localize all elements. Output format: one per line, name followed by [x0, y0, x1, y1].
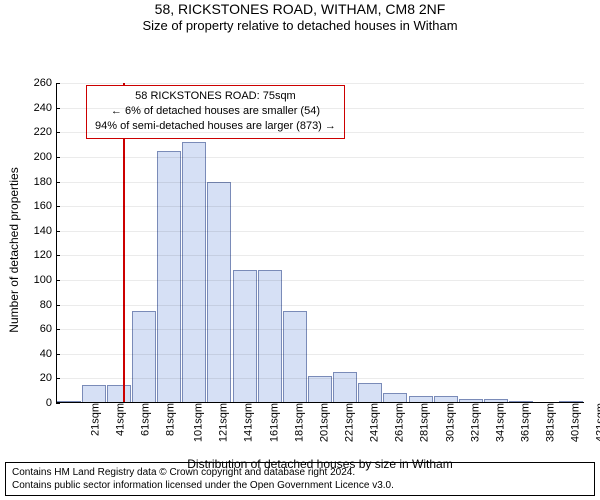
x-tick-label: 101sqm — [189, 403, 205, 442]
histogram-bar — [333, 372, 357, 403]
x-tick-label: 161sqm — [264, 403, 280, 442]
x-tick-label: 261sqm — [390, 403, 406, 442]
grid-line — [56, 132, 584, 133]
grid-line — [56, 83, 584, 84]
y-tick-label: 140 — [34, 225, 56, 237]
x-tick-label: 401sqm — [566, 403, 582, 442]
x-tick-label: 201sqm — [314, 403, 330, 442]
x-tick-label: 21sqm — [85, 403, 101, 436]
x-tick-label: 241sqm — [365, 403, 381, 442]
x-tick-label: 181sqm — [289, 403, 305, 442]
grid-line — [56, 206, 584, 207]
x-tick-label: 81sqm — [161, 403, 177, 436]
histogram-bar — [358, 383, 382, 403]
y-axis-label: Number of detached properties — [7, 167, 21, 332]
y-tick-label: 120 — [34, 249, 56, 261]
histogram-bar — [233, 270, 257, 403]
x-tick-label: 121sqm — [214, 403, 230, 442]
histogram-bar — [132, 311, 156, 403]
histogram-bar — [107, 385, 131, 403]
y-tick-label: 220 — [34, 126, 56, 138]
info-box: 58 RICKSTONES ROAD: 75sqm ← 6% of detach… — [86, 85, 345, 139]
y-tick-label: 260 — [34, 77, 56, 89]
info-line-2: ← 6% of detached houses are smaller (54) — [95, 104, 336, 119]
info-line-1: 58 RICKSTONES ROAD: 75sqm — [95, 89, 336, 104]
grid-line — [56, 305, 584, 306]
y-tick-label: 20 — [40, 372, 56, 384]
histogram-bar — [207, 182, 231, 404]
histogram-bar — [157, 151, 181, 403]
y-axis — [56, 83, 57, 403]
y-tick-label: 60 — [40, 323, 56, 335]
x-tick-label: 281sqm — [415, 403, 431, 442]
grid-line — [56, 329, 584, 330]
x-tick-label: 321sqm — [465, 403, 481, 442]
grid-line — [56, 255, 584, 256]
x-tick-label: 301sqm — [440, 403, 456, 442]
x-tick-label: 341sqm — [490, 403, 506, 442]
x-tick-label: 381sqm — [541, 403, 557, 442]
grid-line — [56, 182, 584, 183]
grid-line — [56, 231, 584, 232]
grid-line — [56, 378, 584, 379]
y-tick-label: 200 — [34, 151, 56, 163]
subtitle: Size of property relative to detached ho… — [0, 18, 600, 35]
page-title: 58, RICKSTONES ROAD, WITHAM, CM8 2NF — [0, 0, 600, 18]
y-tick-label: 0 — [46, 397, 56, 409]
grid-line — [56, 354, 584, 355]
histogram-bar — [283, 311, 307, 403]
footer-line-1: Contains HM Land Registry data © Crown c… — [12, 466, 588, 479]
x-tick-label: 221sqm — [340, 403, 356, 442]
histogram-bar — [258, 270, 282, 403]
y-tick-label: 80 — [40, 299, 56, 311]
plot-area: 58 RICKSTONES ROAD: 75sqm ← 6% of detach… — [56, 83, 584, 403]
x-tick-label: 141sqm — [239, 403, 255, 442]
y-tick-label: 100 — [34, 274, 56, 286]
y-tick-label: 240 — [34, 102, 56, 114]
grid-line — [56, 280, 584, 281]
x-tick-label: 421sqm — [591, 403, 600, 442]
x-tick-label: 361sqm — [516, 403, 532, 442]
grid-line — [56, 157, 584, 158]
x-tick-label: 41sqm — [110, 403, 126, 436]
x-tick-label: 61sqm — [135, 403, 151, 436]
y-tick-label: 40 — [40, 348, 56, 360]
histogram-bar — [82, 385, 106, 403]
y-tick-label: 180 — [34, 176, 56, 188]
footer-line-2: Contains public sector information licen… — [12, 479, 588, 492]
footer-attribution: Contains HM Land Registry data © Crown c… — [5, 462, 595, 496]
y-tick-label: 160 — [34, 200, 56, 212]
grid-line — [56, 108, 584, 109]
histogram-bar — [308, 376, 332, 403]
